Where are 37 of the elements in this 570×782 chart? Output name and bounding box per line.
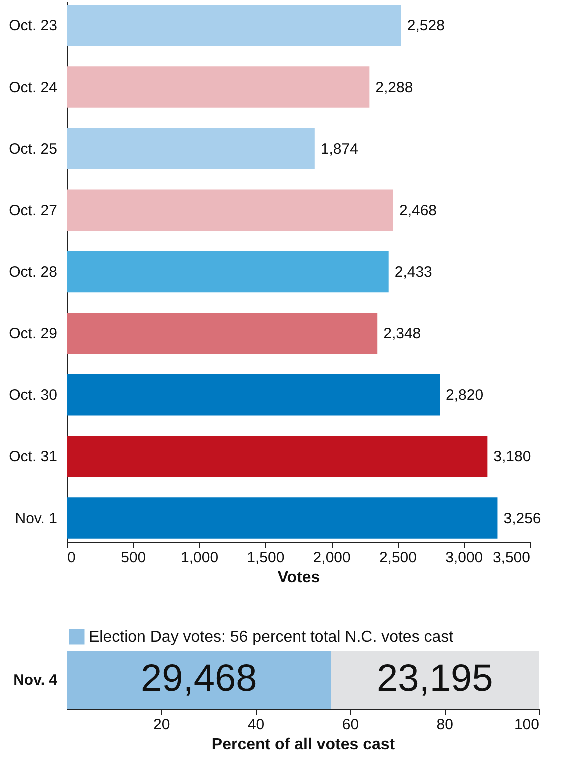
y-tick-label: Oct. 28	[9, 264, 58, 281]
x-tick-label: 2,000	[313, 550, 351, 566]
x-tick-label: 2,500	[379, 550, 417, 566]
x-axis-title: Percent of all votes cast	[212, 736, 396, 754]
data-label: 2,348	[384, 326, 422, 343]
x-tick-label: 3,500	[492, 550, 530, 566]
y-tick-label: Oct. 31	[9, 448, 58, 466]
x-tick-label: 100	[514, 716, 540, 734]
data-label: 3,180	[494, 448, 532, 466]
y-tick-label: Nov. 1	[15, 510, 58, 528]
x-tick-label: 80	[436, 716, 454, 734]
data-label: 2,288	[376, 79, 414, 96]
y-tick-label: Oct. 24	[9, 79, 58, 96]
x-tick-label: 40	[248, 716, 265, 734]
x-tick-label: 60	[342, 716, 360, 734]
data-label: 1,874	[320, 140, 358, 158]
y-tick-label: Oct. 30	[9, 387, 58, 404]
y-tick-label: Oct. 27	[9, 202, 58, 220]
annotation: 29,468	[141, 658, 258, 700]
legend-label: Election Day votes: 56 percent total N.C. votes cast	[89, 629, 454, 646]
x-tick-label: 20	[154, 716, 170, 734]
data-label: 3,256	[504, 510, 542, 528]
data-label: 2,433	[394, 264, 432, 281]
data-label: 2,528	[407, 18, 445, 35]
y-tick-label: Oct. 29	[9, 326, 58, 343]
x-axis-title: Votes	[278, 570, 320, 586]
y-tick-label: Nov. 4	[14, 672, 58, 689]
annotation: 23,195	[377, 658, 494, 700]
x-tick-label: 0	[68, 550, 76, 566]
y-tick-label: Oct. 23	[9, 18, 58, 35]
data-label: 2,468	[399, 202, 438, 220]
y-tick-label: Oct. 25	[9, 140, 58, 158]
x-tick-label: 3,000	[446, 550, 484, 566]
data-label: 2,820	[446, 387, 484, 404]
x-tick-label: 1,500	[247, 550, 285, 566]
x-tick-label: 1,000	[181, 550, 219, 566]
x-tick-label: 500	[121, 550, 146, 566]
